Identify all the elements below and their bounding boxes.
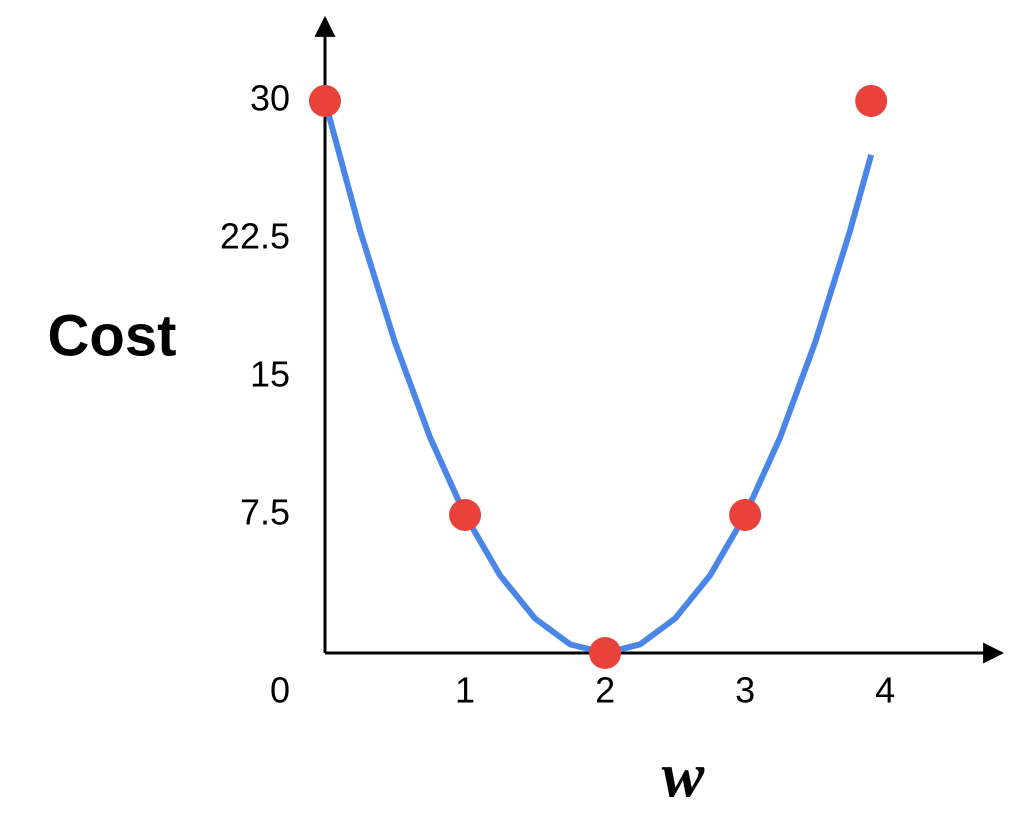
data-point — [855, 84, 888, 117]
x-tick-label: 2 — [595, 670, 615, 711]
data-point — [729, 498, 762, 531]
x-tick-label: 4 — [875, 670, 895, 711]
y-tick-label: 30 — [250, 77, 290, 118]
x-tick-label: 0 — [270, 670, 290, 711]
x-axis-label: w — [662, 740, 705, 811]
x-tick-label: 3 — [735, 670, 755, 711]
y-tick-label: 7.5 — [240, 492, 290, 533]
curve — [322, 100, 875, 656]
data-point — [309, 84, 341, 117]
data-point — [449, 498, 482, 531]
x-tick-label: 1 — [455, 670, 475, 711]
y-tick-label: 22.5 — [220, 215, 290, 256]
y-tick-label: 15 — [250, 353, 290, 394]
y-axis-label: Cost — [48, 303, 177, 368]
data-point — [589, 637, 622, 669]
